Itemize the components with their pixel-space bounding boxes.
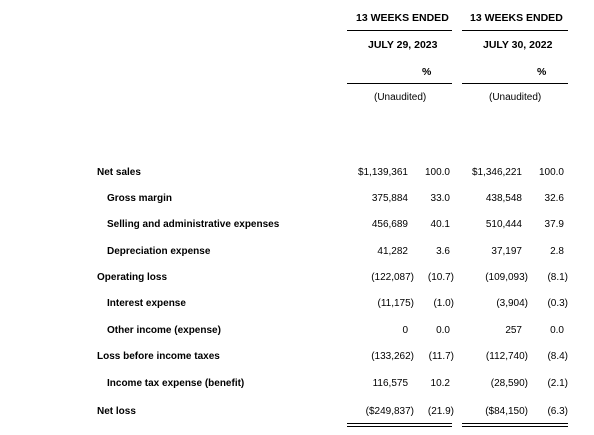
row-a-depreciation: 41,282 xyxy=(377,246,408,257)
row-label-net-sales: Net sales xyxy=(97,167,141,178)
row-a-other-income: 0 xyxy=(402,325,408,336)
row-ap-net-loss: (21.9) xyxy=(427,406,454,417)
row-b-interest-expense: (3,904) xyxy=(496,298,528,309)
row-label-income-tax: Income tax expense (benefit) xyxy=(107,378,245,389)
row-ap-selling-admin: 40.1 xyxy=(430,219,450,230)
row-bp-interest-expense: (0.3) xyxy=(547,298,568,309)
row-ap-other-income: 0.0 xyxy=(436,325,450,336)
col2-title-rule xyxy=(462,30,568,31)
row-ap-interest-expense: (1.0) xyxy=(433,298,454,309)
col1-pct-rule xyxy=(347,83,452,84)
row-a-net-loss: ($249,837) xyxy=(365,406,414,417)
col1-total-rule-bottom xyxy=(347,426,452,427)
row-label-interest-expense: Interest expense xyxy=(107,298,186,309)
col1-note: (Unaudited) xyxy=(374,92,427,103)
row-ap-income-tax: 10.2 xyxy=(430,378,450,389)
row-ap-operating-loss: (10.7) xyxy=(427,272,454,283)
row-label-loss-before-taxes: Loss before income taxes xyxy=(97,351,220,362)
row-label-net-loss: Net loss xyxy=(97,406,136,417)
row-a-net-sales: $1,139,361 xyxy=(357,167,408,178)
row-a-interest-expense: (11,175) xyxy=(377,298,414,309)
col1-date: JULY 29, 2023 xyxy=(368,39,438,51)
row-label-selling-admin: Selling and administrative expenses xyxy=(107,219,280,230)
row-ap-net-sales: 100.0 xyxy=(424,167,450,178)
row-bp-selling-admin: 37.9 xyxy=(544,219,564,230)
row-bp-operating-loss: (8.1) xyxy=(547,272,568,283)
row-label-operating-loss: Operating loss xyxy=(97,272,168,283)
row-b-loss-before-taxes: (112,740) xyxy=(485,351,528,362)
row-ap-depreciation: 3.6 xyxy=(436,246,450,257)
row-bp-loss-before-taxes: (8.4) xyxy=(547,351,568,362)
row-bp-gross-margin: 32.6 xyxy=(544,193,564,204)
col2-title: 13 WEEKS ENDED xyxy=(470,12,563,24)
row-b-operating-loss: (109,093) xyxy=(485,272,528,283)
col1-title: 13 WEEKS ENDED xyxy=(356,12,449,24)
row-bp-income-tax: (2.1) xyxy=(547,378,568,389)
row-b-gross-margin: 438,548 xyxy=(485,193,522,204)
col2-total-rule-top xyxy=(462,423,568,424)
col2-total-rule-bottom xyxy=(462,426,568,427)
row-bp-net-loss: (6.3) xyxy=(547,406,568,417)
col2-date: JULY 30, 2022 xyxy=(483,39,553,51)
col1-total-rule-top xyxy=(347,423,452,424)
row-b-income-tax: (28,590) xyxy=(490,378,528,389)
row-b-net-sales: $1,346,221 xyxy=(471,167,522,178)
row-b-depreciation: 37,197 xyxy=(491,246,522,257)
row-bp-other-income: 0.0 xyxy=(550,325,564,336)
row-label-depreciation: Depreciation expense xyxy=(107,246,211,257)
col2-pct-rule xyxy=(462,83,568,84)
col1-pct: % xyxy=(422,66,432,78)
row-a-income-tax: 116,575 xyxy=(372,378,408,389)
row-b-other-income: 257 xyxy=(505,325,522,336)
row-label-gross-margin: Gross margin xyxy=(107,193,173,204)
row-a-selling-admin: 456,689 xyxy=(371,219,408,230)
row-a-operating-loss: (122,087) xyxy=(371,272,414,283)
row-ap-loss-before-taxes: (11.7) xyxy=(428,351,454,362)
row-ap-gross-margin: 33.0 xyxy=(430,193,450,204)
row-label-other-income: Other income (expense) xyxy=(107,325,221,336)
col1-title-rule xyxy=(347,30,452,31)
col2-pct: % xyxy=(537,66,547,78)
row-bp-net-sales: 100.0 xyxy=(538,167,564,178)
row-bp-depreciation: 2.8 xyxy=(550,246,564,257)
row-a-loss-before-taxes: (133,262) xyxy=(371,351,414,362)
row-a-gross-margin: 375,884 xyxy=(371,193,408,204)
row-b-net-loss: ($84,150) xyxy=(485,406,528,417)
col2-note: (Unaudited) xyxy=(489,92,542,103)
row-b-selling-admin: 510,444 xyxy=(485,219,522,230)
